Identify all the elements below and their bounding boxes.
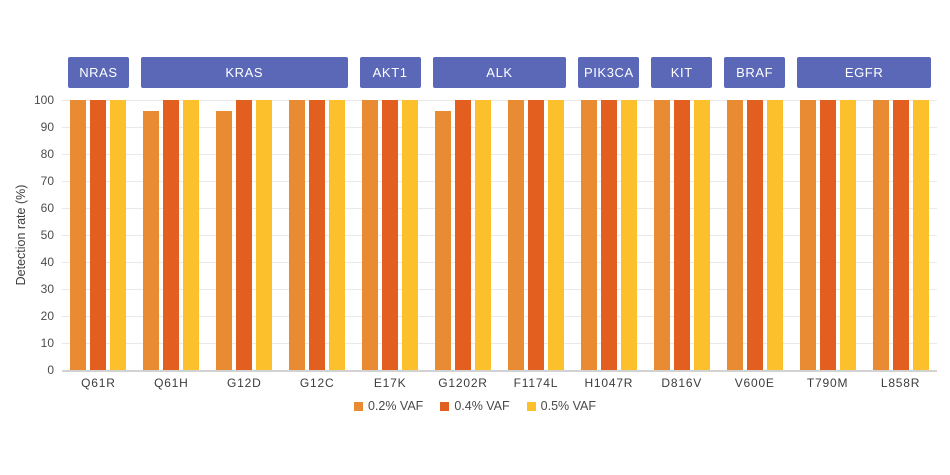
- x-tick-label-G1202R: G1202R: [438, 376, 488, 390]
- bar-H1047R-0.4: [600, 100, 617, 370]
- bar-D816V-0.5: [693, 100, 710, 370]
- legend-swatch-icon: [526, 401, 536, 411]
- bar-F1174L-0.2: [507, 100, 524, 370]
- bar-G12D-0.2: [216, 110, 233, 370]
- x-tick-label-G12C: G12C: [299, 376, 335, 390]
- bar-V600E-0.2: [726, 100, 743, 370]
- bar-F1174L-0.4: [527, 100, 544, 370]
- bar-T790M-0.5: [839, 100, 856, 370]
- y-tick-label-70: 70: [40, 174, 54, 188]
- bar-Q61H-0.5: [183, 100, 200, 370]
- bar-Q61R-0.4: [90, 100, 107, 370]
- gene-box-pik3ca: PIK3CA: [578, 57, 640, 88]
- bar-G12D-0.4: [236, 100, 253, 370]
- gridline-70: [62, 180, 937, 182]
- bar-G1202R-0.5: [475, 100, 492, 370]
- y-tick-label-10: 10: [40, 336, 54, 350]
- x-tick-label-D816V: D816V: [661, 376, 703, 390]
- bar-V600E-0.4: [746, 100, 763, 370]
- bar-G12D-0.5: [256, 100, 273, 370]
- legend-item-0.4: 0.4% VAF: [440, 399, 510, 413]
- gene-box-braf: BRAF: [724, 57, 786, 88]
- x-tick-label-T790M: T790M: [806, 376, 849, 390]
- legend-item-0.5: 0.5% VAF: [526, 399, 597, 413]
- legend-label: 0.5% VAF: [540, 399, 597, 413]
- x-tick-label-V600E: V600E: [734, 376, 775, 390]
- bar-T790M-0.2: [799, 100, 816, 370]
- gene-box-kit: KIT: [651, 57, 713, 88]
- bar-H1047R-0.5: [620, 100, 637, 370]
- bar-D816V-0.2: [653, 100, 670, 370]
- gene-box-alk: ALK: [432, 57, 567, 88]
- legend-swatch-icon: [440, 401, 450, 411]
- y-tick-label-20: 20: [40, 309, 54, 323]
- x-tick-label-F1174L: F1174L: [513, 376, 559, 390]
- y-tick-label-60: 60: [40, 201, 54, 215]
- y-tick-label-40: 40: [40, 255, 54, 269]
- gene-box-akt1: AKT1: [359, 57, 421, 88]
- x-tick-label-Q61H: Q61H: [154, 376, 189, 390]
- bar-L858R-0.4: [892, 100, 909, 370]
- legend-item-0.2: 0.2% VAF: [353, 399, 424, 413]
- legend-swatch-icon: [353, 401, 363, 411]
- bar-Q61H-0.2: [143, 110, 160, 370]
- gridline-30: [62, 288, 937, 290]
- bar-G12C-0.5: [329, 100, 346, 370]
- bar-G12C-0.4: [309, 100, 326, 370]
- x-tick-label-E17K: E17K: [373, 376, 407, 390]
- bar-G12C-0.2: [289, 100, 306, 370]
- legend-label: 0.2% VAF: [367, 399, 424, 413]
- gridline-50: [62, 234, 937, 236]
- gridline-100: [62, 99, 937, 101]
- y-tick-label-50: 50: [40, 228, 54, 242]
- y-tick-label-90: 90: [40, 120, 54, 134]
- x-tick-label-H1047R: H1047R: [584, 376, 634, 390]
- gridline-10: [62, 342, 937, 344]
- bar-F1174L-0.5: [547, 100, 564, 370]
- bar-Q61R-0.2: [70, 100, 87, 370]
- gridline-40: [62, 261, 937, 263]
- bar-E17K-0.4: [382, 100, 399, 370]
- bar-D816V-0.4: [673, 100, 690, 370]
- gene-box-egfr: EGFR: [797, 57, 932, 88]
- legend: 0.2% VAF 0.4% VAF 0.5% VAF: [0, 399, 950, 413]
- bar-Q61R-0.5: [110, 100, 127, 370]
- x-tick-label-Q61R: Q61R: [81, 376, 116, 390]
- gene-box-kras: KRAS: [140, 57, 348, 88]
- y-tick-label-0: 0: [47, 363, 54, 377]
- bar-G1202R-0.4: [455, 100, 472, 370]
- legend-label: 0.4% VAF: [454, 399, 510, 413]
- bar-L858R-0.2: [872, 100, 889, 370]
- bar-Q61H-0.4: [163, 100, 180, 370]
- bar-V600E-0.5: [766, 100, 783, 370]
- bar-T790M-0.4: [819, 100, 836, 370]
- x-tick-label-L858R: L858R: [880, 376, 921, 390]
- gene-box-nras: NRAS: [67, 57, 129, 88]
- y-tick-label-30: 30: [40, 282, 54, 296]
- x-axis-line: [62, 370, 937, 372]
- gridline-80: [62, 153, 937, 155]
- bar-E17K-0.5: [402, 100, 419, 370]
- bar-E17K-0.2: [362, 100, 379, 370]
- bar-G1202R-0.2: [435, 110, 452, 370]
- y-tick-label-100: 100: [33, 93, 54, 107]
- bar-H1047R-0.2: [580, 100, 597, 370]
- gridline-60: [62, 207, 937, 209]
- x-tick-label-G12D: G12D: [227, 376, 262, 390]
- bar-L858R-0.5: [912, 100, 929, 370]
- gridline-20: [62, 315, 937, 317]
- gridline-90: [62, 126, 937, 128]
- y-tick-label-80: 80: [40, 147, 54, 161]
